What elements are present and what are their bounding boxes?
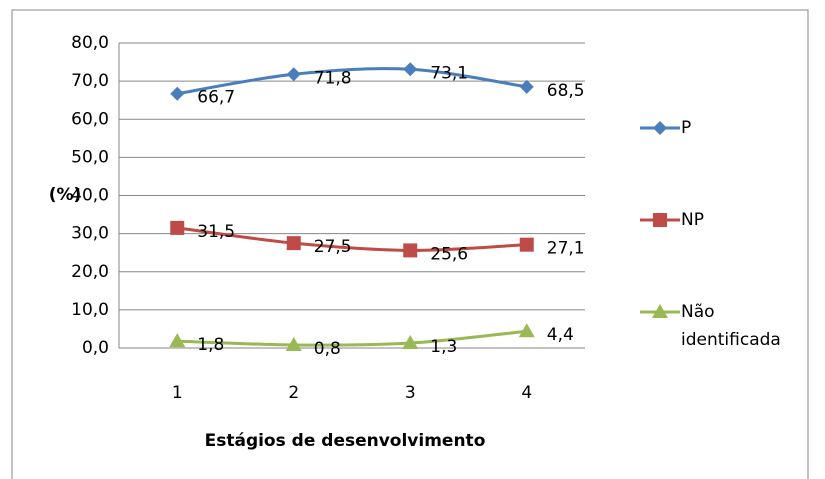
x-axis-title: Estágios de desenvolvimento	[205, 431, 486, 451]
data-label: 1,3	[430, 337, 457, 357]
chart-frame	[11, 9, 809, 479]
data-point	[402, 335, 419, 350]
legend-marker	[653, 121, 667, 135]
x-tick-label: 3	[405, 383, 416, 403]
y-tick-label: 20,0	[71, 262, 109, 282]
legend-marker	[653, 213, 667, 227]
y-axis-title: (%)	[49, 185, 82, 205]
data-label: 27,5	[314, 237, 352, 257]
series-line	[177, 226, 527, 252]
y-tick-label: 60,0	[71, 109, 109, 129]
data-point	[170, 86, 185, 101]
data-point	[519, 237, 534, 252]
data-point	[403, 243, 418, 258]
data-label: 0,8	[314, 339, 341, 359]
data-point	[403, 62, 418, 77]
series-line	[177, 67, 527, 96]
legend-label: Não identificada	[681, 302, 781, 350]
y-tick-label: 80,0	[71, 33, 109, 53]
x-tick-label: 1	[172, 383, 183, 403]
x-tick-label: 4	[521, 383, 532, 403]
y-tick-label: 0,0	[82, 338, 109, 358]
data-label: 1,8	[197, 335, 224, 355]
data-label: 27,1	[547, 239, 585, 259]
y-tick-label: 30,0	[71, 224, 109, 244]
data-point	[285, 336, 302, 351]
y-tick-label: 40,0	[71, 186, 109, 206]
y-tick-label: 70,0	[71, 71, 109, 91]
data-label: 25,6	[430, 244, 468, 264]
data-label: 71,8	[314, 68, 352, 88]
data-label: 68,5	[547, 81, 585, 101]
data-point	[169, 333, 186, 348]
legend-label: NP	[681, 210, 704, 230]
data-label: 73,1	[430, 63, 468, 83]
legend-marker	[652, 304, 668, 318]
data-label: 4,4	[547, 325, 574, 345]
data-point	[170, 220, 185, 235]
data-point	[519, 79, 534, 94]
data-label: 66,7	[197, 88, 235, 108]
series-line	[177, 329, 527, 347]
x-tick-label: 2	[288, 383, 299, 403]
data-point	[286, 236, 301, 251]
legend-label: P	[681, 118, 692, 138]
y-tick-label: 50,0	[71, 147, 109, 167]
data-label: 31,5	[197, 222, 235, 242]
y-tick-label: 10,0	[71, 300, 109, 320]
data-point	[286, 67, 301, 82]
data-point	[518, 323, 535, 338]
